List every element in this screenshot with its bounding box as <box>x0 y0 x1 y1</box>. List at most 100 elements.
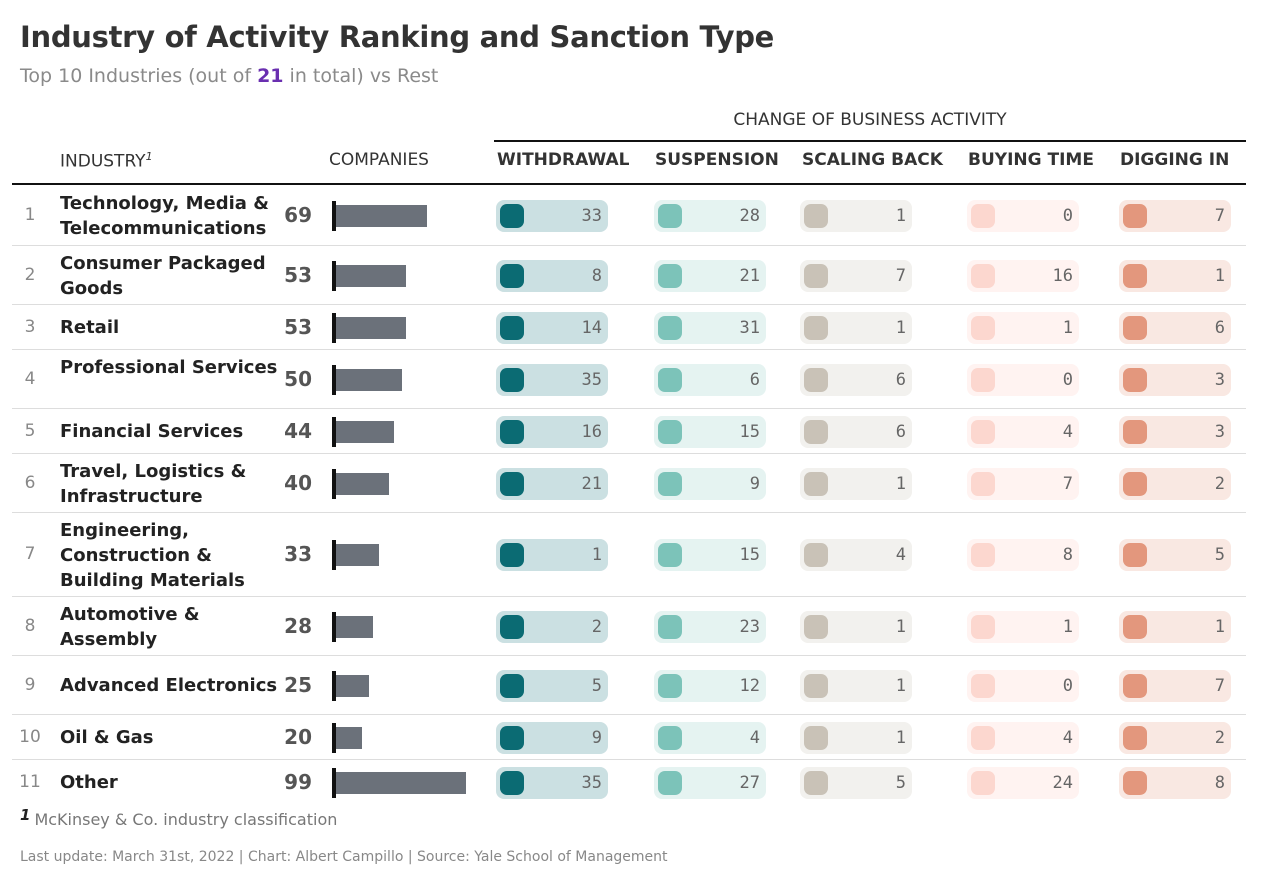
withdrawal-value: 9 <box>591 727 602 748</box>
table-row: 7 Engineering, Construction & Building Ma… <box>12 513 1246 597</box>
withdrawal-value: 33 <box>581 206 602 226</box>
row-rank: 2 <box>24 264 36 285</box>
suspension-swatch <box>658 471 682 496</box>
footnote-text: McKinsey & Co. industry classification <box>34 810 338 829</box>
scaling-back-swatch <box>804 614 828 639</box>
row-rank: 1 <box>24 205 36 225</box>
withdrawal-swatch <box>500 725 524 750</box>
table-row: 1 Technology, Media & Telecommunications 6… <box>12 186 1246 246</box>
cell-digging-in: 1 <box>1119 259 1231 292</box>
table-row: 3 Retail 53 14 31 1 1 6 <box>12 305 1246 350</box>
withdrawal-swatch <box>500 471 524 496</box>
scaling-back-swatch <box>804 367 828 392</box>
suspension-swatch <box>658 614 682 639</box>
withdrawal-swatch <box>500 419 524 444</box>
digging-in-value: 2 <box>1214 473 1225 494</box>
digging-in-swatch <box>1123 725 1147 750</box>
cell-withdrawal: 35 <box>496 363 608 396</box>
withdrawal-swatch <box>500 614 524 639</box>
buying-time-value: 1 <box>1062 616 1073 637</box>
row-companies-count: 20 <box>284 724 312 749</box>
cell-scaling-back: 1 <box>800 311 912 344</box>
cell-digging-in: 6 <box>1119 311 1231 344</box>
table-row: 10 Oil & Gas 20 9 4 1 4 2 <box>12 715 1246 760</box>
companies-bar-axis <box>332 416 336 447</box>
digging-in-value: 1 <box>1214 265 1225 286</box>
cell-buying-time: 0 <box>967 200 1079 232</box>
suspension-swatch <box>658 673 682 698</box>
subtitle-highlight: 21 <box>257 65 284 87</box>
scaling-back-value: 1 <box>895 473 906 494</box>
companies-bar-axis <box>332 767 336 798</box>
cell-withdrawal: 5 <box>496 669 608 702</box>
companies-bar-axis <box>332 201 336 231</box>
suspension-value: 6 <box>749 369 760 390</box>
digging-in-swatch <box>1123 263 1147 288</box>
buying-time-value: 7 <box>1062 473 1073 494</box>
companies-bar <box>336 420 394 443</box>
digging-in-swatch <box>1123 471 1147 496</box>
scaling-back-value: 1 <box>895 616 906 637</box>
cell-digging-in: 3 <box>1119 415 1231 448</box>
cell-withdrawal: 21 <box>496 467 608 500</box>
suspension-value: 27 <box>739 772 760 793</box>
buying-time-swatch <box>971 770 995 795</box>
table-row: 4 Professional Services 50 35 6 6 0 3 <box>12 350 1246 409</box>
cell-scaling-back: 1 <box>800 467 912 500</box>
header-withdrawal: WITHDRAWAL <box>497 150 630 170</box>
row-companies-count: 44 <box>284 418 312 443</box>
withdrawal-swatch <box>500 263 524 288</box>
row-companies-count: 53 <box>284 314 312 339</box>
digging-in-swatch <box>1123 543 1147 567</box>
suspension-value: 23 <box>739 616 760 637</box>
companies-bar <box>336 368 402 391</box>
suspension-swatch <box>658 770 682 795</box>
withdrawal-value: 1 <box>591 545 602 565</box>
suspension-swatch <box>658 725 682 750</box>
cell-suspension: 15 <box>654 415 766 448</box>
row-companies-count: 69 <box>284 203 312 227</box>
header-industry-label: INDUSTRY <box>60 151 146 172</box>
scaling-back-swatch <box>804 263 828 288</box>
row-companies-count: 25 <box>284 672 312 697</box>
cell-scaling-back: 1 <box>800 610 912 643</box>
withdrawal-swatch <box>500 204 524 228</box>
buying-time-value: 24 <box>1052 772 1073 793</box>
companies-bar <box>336 615 373 638</box>
cell-digging-in: 5 <box>1119 539 1231 571</box>
header-buying-time: BUYING TIME <box>968 150 1094 170</box>
suspension-value: 9 <box>749 473 760 494</box>
cell-scaling-back: 6 <box>800 415 912 448</box>
buying-time-swatch <box>971 673 995 698</box>
table-row: 2 Consumer Packaged Goods 53 8 21 7 16 1 <box>12 246 1246 305</box>
suspension-swatch <box>658 204 682 228</box>
buying-time-value: 8 <box>1062 545 1073 565</box>
scaling-back-value: 4 <box>895 545 906 565</box>
cell-buying-time: 1 <box>967 311 1079 344</box>
scaling-back-value: 1 <box>895 206 906 226</box>
digging-in-swatch <box>1123 673 1147 698</box>
row-companies-count: 99 <box>284 769 312 794</box>
cell-digging-in: 1 <box>1119 610 1231 643</box>
row-companies-count: 50 <box>284 366 312 391</box>
subtitle-pre: Top 10 Industries (out of <box>20 65 258 87</box>
cell-suspension: 21 <box>654 259 766 292</box>
buying-time-value: 0 <box>1062 675 1073 696</box>
group-header: CHANGE OF BUSINESS ACTIVITY <box>494 108 1246 142</box>
buying-time-value: 0 <box>1062 369 1073 390</box>
suspension-swatch <box>658 367 682 392</box>
buying-time-value: 0 <box>1062 206 1073 226</box>
cell-scaling-back: 4 <box>800 539 912 571</box>
digging-in-value: 3 <box>1214 421 1225 442</box>
digging-in-value: 8 <box>1214 772 1225 793</box>
digging-in-value: 5 <box>1214 545 1225 565</box>
companies-bar <box>336 674 369 697</box>
suspension-swatch <box>658 315 682 340</box>
withdrawal-value: 16 <box>581 421 602 442</box>
cell-buying-time: 16 <box>967 259 1079 292</box>
scaling-back-swatch <box>804 419 828 444</box>
row-industry: Professional Services <box>60 356 278 378</box>
cell-buying-time: 1 <box>967 610 1079 643</box>
digging-in-swatch <box>1123 419 1147 444</box>
row-rank: 10 <box>19 726 41 747</box>
